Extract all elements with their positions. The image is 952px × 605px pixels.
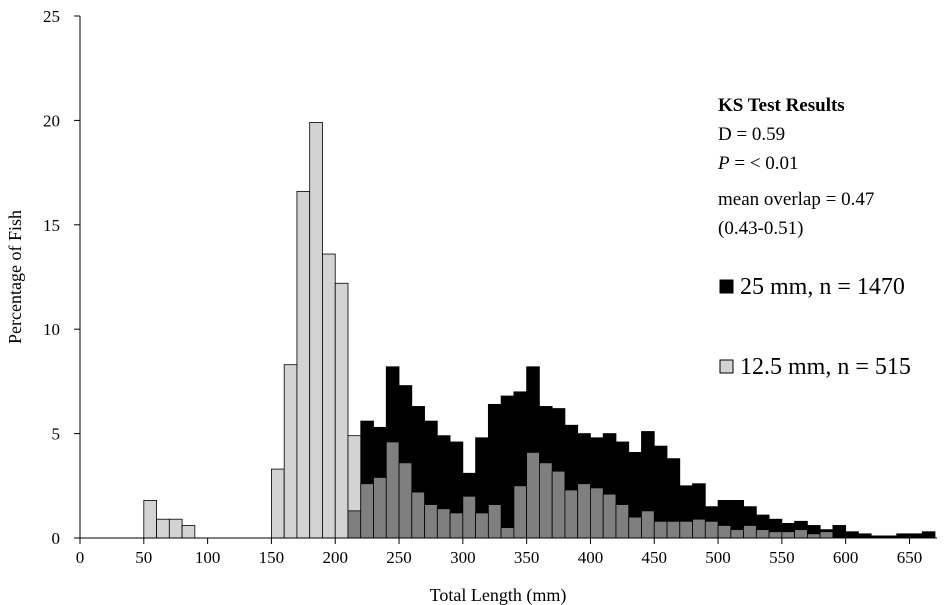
series-12-5mm-bar-160	[283, 364, 298, 539]
overlap-bar-350	[526, 451, 540, 539]
overlap-bar-510	[730, 529, 744, 539]
overlap-bar-550	[781, 531, 796, 539]
y-tick-label-5: 5	[52, 425, 61, 444]
overlap-bar-530	[755, 529, 770, 539]
series-12-5mm-bar-170	[296, 190, 311, 539]
overlap-bar-580	[819, 531, 834, 539]
overlap-bar-390	[577, 483, 591, 539]
overlap-bar-260	[411, 491, 425, 539]
overlap-bar-300	[462, 495, 476, 539]
overlap-bar-370	[551, 470, 566, 539]
legend-swatch-25mm	[719, 279, 734, 294]
series-25mm-bar-660	[921, 531, 936, 539]
overlap-bar-420	[615, 504, 630, 539]
overlap-bar-240	[385, 441, 400, 539]
series-12-5mm-bar-190	[322, 253, 336, 539]
axes: 0 50 100 150 200 250 300 350 400 450 500 550 600 650 …	[43, 7, 937, 567]
series-12-5mm-bar-60	[156, 518, 170, 539]
legend-item-12-5mm: 12.5 mm, n = 515	[719, 354, 911, 380]
x-tick-label-300: 300	[450, 548, 476, 567]
overlap-bar-320	[487, 504, 502, 539]
overlap-bar-270	[424, 504, 438, 539]
y-tick-label-0: 0	[52, 529, 61, 548]
overlap-bar-230	[373, 477, 387, 539]
overlap-bar-490	[704, 520, 719, 539]
overlap-bar-250	[398, 462, 413, 539]
y-axis-title: Percentage of Fish	[5, 210, 25, 344]
overlap-bar-380	[564, 489, 579, 539]
y-tick-label-15: 15	[43, 216, 60, 235]
y-tick-label-20: 20	[43, 111, 60, 130]
x-tick-label-200: 200	[322, 548, 348, 567]
series-25mm-bar-640	[896, 533, 910, 539]
series-25mm-bar-610	[858, 533, 872, 539]
plot-area	[143, 122, 936, 539]
x-tick-label-500: 500	[705, 548, 731, 567]
series-25mm-bar-590	[832, 525, 847, 539]
series-12-5mm-bar-80	[181, 525, 196, 539]
ks-p-value: P = < 0.01	[717, 153, 799, 174]
legend: 25 mm, n = 1470 12.5 mm, n = 515	[719, 274, 911, 380]
overlap-bar-410	[602, 493, 617, 539]
legend-label-12-5mm: 12.5 mm, n = 515	[740, 354, 911, 380]
y-axis-ticks: 0 5 10 15 20 25	[43, 7, 80, 548]
overlap-bar-450	[653, 520, 668, 539]
y-tick-label-25: 25	[43, 7, 60, 26]
overlap-bar-520	[743, 525, 757, 539]
overlap-bar-500	[717, 525, 732, 539]
overlap-bar-540	[768, 531, 783, 539]
ks-confidence-interval: (0.43-0.51)	[718, 218, 803, 239]
x-tick-label-550: 550	[769, 548, 795, 567]
ks-heading: KS Test Results	[718, 95, 845, 116]
series-25mm-bar-650	[909, 533, 923, 539]
ks-d-statistic: D = 0.59	[718, 124, 785, 145]
x-tick-label-250: 250	[386, 548, 412, 567]
series-12-5mm-bar-70	[168, 518, 183, 539]
x-tick-label-650: 650	[897, 548, 923, 567]
legend-label-25mm: 25 mm, n = 1470	[740, 274, 905, 300]
overlap-bar-460	[666, 520, 681, 539]
x-axis-ticks: 0 50 100 150 200 250 300 350 400 450 500 550 600 650	[76, 538, 922, 567]
x-tick-label-400: 400	[578, 548, 604, 567]
x-tick-label-350: 350	[514, 548, 540, 567]
overlap-bar-330	[500, 527, 515, 539]
overlap-bar-400	[590, 487, 604, 539]
overlap-bar-440	[641, 510, 655, 539]
overlap-bar-280	[436, 508, 451, 539]
series-12-5mm-bar-180	[309, 122, 323, 539]
overlap-bar-470	[679, 520, 693, 539]
x-tick-label-150: 150	[259, 548, 285, 567]
overlap-bar-570	[806, 533, 821, 539]
overlap-bar-220	[360, 483, 374, 539]
overlap-bar-210	[347, 510, 362, 539]
series-12-5mm-bar-50	[143, 500, 157, 539]
x-tick-label-450: 450	[642, 548, 668, 567]
ks-mean-overlap: mean overlap = 0.47	[718, 189, 874, 210]
y-tick-label-10: 10	[43, 320, 60, 339]
overlap-bar-310	[475, 512, 489, 539]
overlap-bar-480	[692, 518, 706, 539]
overlap-bar-560	[794, 529, 808, 539]
x-tick-label-600: 600	[833, 548, 859, 567]
overlap-bar-360	[539, 462, 553, 539]
x-axis-title: Total Length (mm)	[430, 585, 567, 605]
ks-p-symbol: P	[717, 153, 730, 174]
ks-p-text: = < 0.01	[730, 153, 799, 174]
x-tick-label-100: 100	[195, 548, 221, 567]
overlap-bar-290	[449, 512, 464, 539]
x-tick-label-50: 50	[135, 548, 152, 567]
overlap-bar-340	[513, 485, 528, 539]
ks-test-annotation: KS Test Results D = 0.59 P = < 0.01 mean…	[717, 95, 874, 239]
overlap-bar-430	[628, 516, 642, 539]
series-12-5mm-bar-150	[271, 468, 285, 539]
x-tick-label-0: 0	[76, 548, 85, 567]
series-25mm-bar-330	[500, 395, 515, 539]
series-25mm-bar-600	[845, 531, 859, 539]
legend-swatch-12-5mm	[719, 359, 734, 374]
series-12-5mm-bar-200	[334, 282, 349, 539]
legend-item-25mm: 25 mm, n = 1470	[719, 274, 905, 300]
